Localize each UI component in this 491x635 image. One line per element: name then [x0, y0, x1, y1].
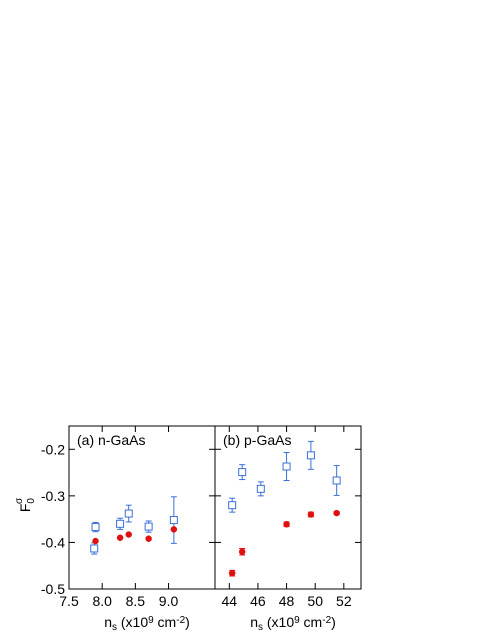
panel-b-x-axis-label: ns (x109 cm-2) [250, 614, 336, 633]
panel-a-frame [68, 425, 216, 590]
x-axis-label-part: -2 [322, 615, 331, 626]
x-axis-label-part: 9 [294, 615, 300, 626]
panel-b-x-tick-label: 50 [307, 593, 323, 609]
panel-a: 7.5 8.0 8.5 9.0 -0.5 -0.4 -0.3 -0.2 (a) n-GaAs [41, 425, 216, 609]
data-point-square [124, 509, 133, 518]
x-axis-label-part: -2 [176, 615, 185, 626]
panel-b-x-tick-label: 52 [336, 593, 352, 609]
x-axis-label-part: n [104, 614, 112, 630]
data-point-circle [283, 521, 290, 528]
y-tick-label: -0.3 [41, 488, 65, 504]
panel-a-x-tick-label: 8.5 [126, 593, 146, 609]
data-point-circle [170, 526, 178, 533]
panel-b-label: (b) p-GaAs [223, 432, 291, 448]
panel-b-x-tick-label: 48 [279, 593, 295, 609]
data-point-square [256, 484, 265, 493]
y-axis-label: F0σ [14, 497, 37, 512]
data-point-square [144, 522, 153, 531]
data-point-circle [92, 537, 99, 545]
axis-labels: ns (x109 cm-2) ns (x109 cm-2)F0σ [14, 497, 336, 633]
data-point-square [306, 451, 315, 460]
data-point-circle [145, 535, 152, 542]
x-axis-label-part: 9 [148, 615, 154, 626]
x-axis-label-part: s [112, 622, 117, 633]
data-point-circle [116, 534, 124, 542]
data-point-circle [307, 511, 315, 518]
y-tick-label: -0.2 [41, 441, 65, 457]
data-point-square [238, 468, 247, 477]
x-axis-label-part: cm [154, 614, 177, 630]
x-axis-label-part: n [250, 614, 258, 630]
x-axis-label-part: cm [300, 614, 323, 630]
data-point-circle [228, 569, 236, 577]
panel-a-label: (a) n-GaAs [77, 432, 145, 448]
data-point-circle [125, 531, 132, 538]
y-axis-label-part: 0 [26, 498, 37, 504]
x-axis-label-part: (x10 [263, 614, 294, 630]
panel-b-x-tick-label: 46 [250, 593, 266, 609]
panel-a-x-tick-label: 9.0 [159, 593, 179, 609]
panel-b-frame [214, 425, 362, 590]
data-point-square [332, 476, 341, 485]
data-point-square [116, 519, 125, 528]
panel-b-x-tick-label: 44 [222, 593, 238, 609]
data-point-square [228, 501, 237, 510]
panel-a-x-tick-label: 7.5 [59, 593, 79, 609]
x-axis-label-part: s [258, 622, 263, 633]
data-point-square [169, 516, 178, 525]
data-point-circle [333, 509, 340, 517]
panel-b: 44 46 48 50 52 (b) p-GaAs [214, 425, 362, 609]
x-axis-label-part: ) [185, 614, 190, 630]
y-axis-label-part: σ [14, 497, 25, 504]
panel-a-x-tick-label: 8.0 [92, 593, 112, 609]
y-axis-label-part: F [17, 504, 33, 513]
data-point-square [282, 462, 291, 471]
data-point-square [90, 544, 99, 553]
data-point-circle [238, 548, 246, 555]
x-axis-label-part: (x10 [117, 614, 148, 630]
y-tick-label: -0.4 [41, 534, 65, 550]
data-point-square [91, 523, 100, 532]
panel-a-x-axis-label: ns (x109 cm-2) [104, 614, 190, 633]
y-tick-label: -0.5 [41, 581, 65, 597]
x-axis-label-part: ) [331, 614, 336, 630]
